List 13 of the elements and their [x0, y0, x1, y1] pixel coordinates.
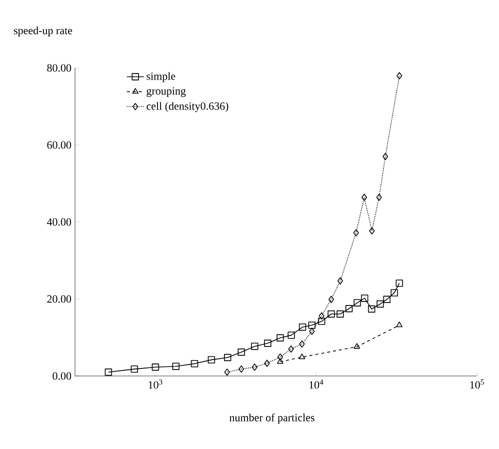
x-tick-label: 10$^{4}$: [310, 380, 324, 389]
legend-label: grouping: [146, 87, 186, 97]
y-tick-label: 20.00: [47, 295, 72, 303]
x-tick-label: 10$^{3}$: [148, 380, 162, 389]
x-axis-title: number of particles: [229, 414, 314, 424]
y-tick-label: 0.00: [52, 372, 72, 380]
y-tick-label: 60.00: [47, 141, 72, 149]
x-tick-label: 10$^{5}$: [470, 380, 484, 389]
y-tick-label: 40.00: [46, 218, 72, 226]
y-axis-title: speed-up rate: [14, 26, 72, 36]
legend-label: simple: [146, 72, 176, 82]
y-tick-label: 80.00: [47, 64, 72, 72]
legend-label: cell (density0.636): [146, 102, 228, 112]
